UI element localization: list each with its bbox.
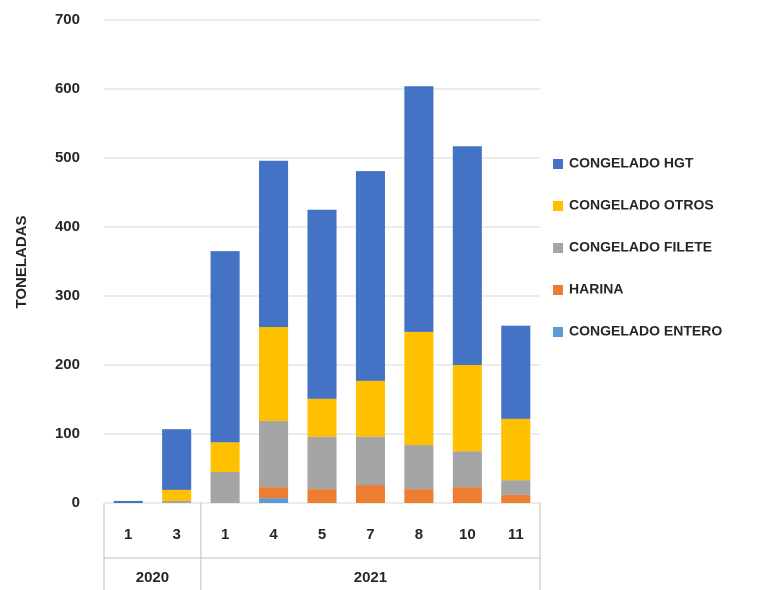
group-label: 2021 bbox=[354, 569, 387, 586]
bar-segment bbox=[501, 494, 531, 503]
y-tick-label: 700 bbox=[55, 11, 80, 28]
legend-swatch bbox=[553, 243, 563, 253]
legend-swatch bbox=[553, 327, 563, 337]
bar-segment bbox=[452, 365, 482, 452]
y-tick-label: 500 bbox=[55, 149, 80, 166]
bar-segment bbox=[307, 489, 337, 503]
y-tick-label: 400 bbox=[55, 218, 80, 235]
bar-segment bbox=[307, 436, 337, 490]
bar-segment bbox=[259, 498, 289, 503]
legend-swatch bbox=[553, 159, 563, 169]
bar-segment bbox=[501, 325, 531, 419]
bar-segment bbox=[501, 480, 531, 495]
bar-segment bbox=[355, 485, 385, 503]
legend-label: HARINA bbox=[569, 281, 623, 297]
bar-segment bbox=[404, 331, 434, 446]
bar-segment bbox=[501, 418, 531, 481]
bar-segment bbox=[259, 327, 289, 421]
bar-segment bbox=[307, 398, 337, 437]
y-axis-label: TONELADAS bbox=[13, 215, 30, 308]
bar-segment bbox=[452, 451, 482, 488]
legend-label: CONGELADO HGT bbox=[569, 155, 694, 171]
x-tick-label: 1 bbox=[221, 526, 229, 543]
legend-label: CONGELADO ENTERO bbox=[569, 323, 722, 339]
legend-swatch bbox=[553, 285, 563, 295]
x-tick-label: 1 bbox=[124, 526, 132, 543]
bar-segment bbox=[162, 429, 192, 490]
bar-segment bbox=[307, 209, 337, 399]
bar-segment bbox=[452, 487, 482, 503]
bar-segment bbox=[162, 500, 192, 503]
bar-segment bbox=[259, 487, 289, 499]
group-label: 2020 bbox=[136, 569, 169, 586]
x-tick-label: 3 bbox=[172, 526, 180, 543]
bar-segment bbox=[162, 489, 192, 501]
bar-segment bbox=[404, 489, 434, 503]
legend-label: CONGELADO FILETE bbox=[569, 239, 712, 255]
bar-segment bbox=[355, 380, 385, 437]
bar-segment bbox=[210, 251, 240, 443]
bar-segment bbox=[452, 146, 482, 365]
x-tick-label: 8 bbox=[415, 526, 423, 543]
y-tick-label: 0 bbox=[72, 494, 80, 511]
legend-swatch bbox=[553, 201, 563, 211]
x-tick-label: 4 bbox=[269, 526, 278, 543]
legend-label: CONGELADO OTROS bbox=[569, 197, 714, 213]
bar-segment bbox=[210, 471, 240, 503]
bar-segment bbox=[355, 436, 385, 486]
y-tick-label: 100 bbox=[55, 425, 80, 442]
bar-segment bbox=[210, 442, 240, 472]
x-tick-label: 10 bbox=[459, 526, 476, 543]
bar-segment bbox=[355, 171, 385, 381]
x-tick-label: 7 bbox=[366, 526, 374, 543]
bar-segment bbox=[404, 86, 434, 332]
bar-segment bbox=[113, 500, 143, 503]
y-tick-label: 300 bbox=[55, 287, 80, 304]
bar-segment bbox=[259, 420, 289, 488]
bar-segment bbox=[404, 445, 434, 490]
x-tick-label: 11 bbox=[508, 526, 524, 543]
y-tick-label: 600 bbox=[55, 80, 80, 97]
bar-segment bbox=[259, 160, 289, 328]
x-tick-label: 5 bbox=[318, 526, 326, 543]
y-tick-label: 200 bbox=[55, 356, 80, 373]
